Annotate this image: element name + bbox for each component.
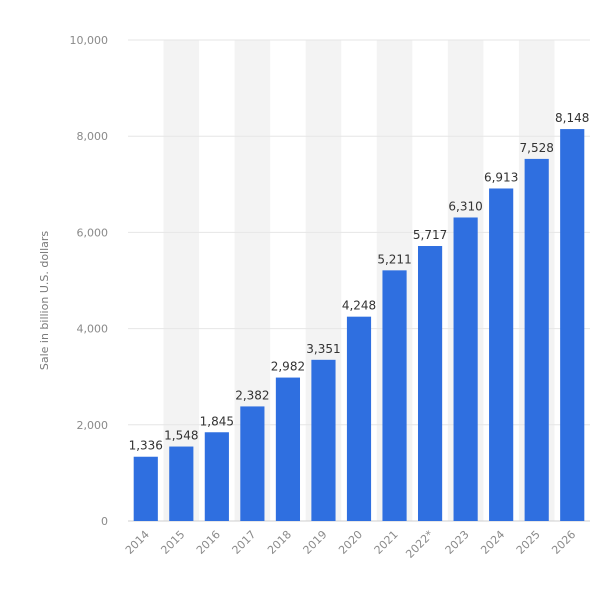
bar [275,377,301,521]
y-axis-ticks: 0 2,000 4,000 6,000 8,000 10,000 [70,34,109,528]
x-tick-label: 2023 [443,528,472,557]
bar [133,456,158,521]
y-tick-label: 10,000 [70,34,109,47]
data-label: 1,845 [200,414,234,428]
x-tick-label: 2025 [514,528,543,557]
bars [133,129,585,522]
data-label: 7,528 [520,141,554,155]
data-label: 1,548 [164,429,198,443]
y-tick-label: 4,000 [77,323,109,336]
bar [489,188,514,522]
x-tick-label: 2017 [230,528,259,557]
x-tick-label: 2026 [549,528,578,557]
data-label: 5,211 [377,252,411,266]
column-band [163,40,200,521]
data-label: 2,382 [235,388,269,402]
data-label: 5,717 [413,228,447,242]
x-tick-label: 2020 [336,528,365,557]
data-label: 3,351 [306,342,340,356]
data-label: 8,148 [555,111,589,125]
y-tick-label: 2,000 [77,419,109,432]
bar [346,316,372,521]
y-tick-label: 6,000 [77,226,109,239]
y-axis-label: Sale in billion U.S. dollars [38,231,51,371]
x-tick-label: 2014 [123,528,152,557]
bar [560,129,585,521]
x-tick-label: 2021 [372,528,401,557]
bar [204,432,229,521]
y-tick-label: 8,000 [77,130,109,143]
x-tick-label: 2015 [158,528,187,557]
x-axis-ticks: 2014 2015 2016 2017 2018 2019 2020 2021 2022* 202… [123,528,578,561]
bar [453,217,478,521]
bar [417,246,443,521]
bar [240,406,265,521]
data-label: 6,310 [448,199,482,213]
x-tick-label: 2024 [478,528,507,557]
data-label: 1,336 [129,439,163,453]
y-tick-label: 0 [101,515,108,528]
x-tick-label: 2022* [403,528,436,561]
bar [311,359,336,521]
bar [169,446,194,521]
data-label: 2,982 [271,360,305,374]
bar [382,270,407,521]
data-label: 6,913 [484,170,518,184]
bar [524,158,549,521]
x-tick-label: 2018 [265,528,294,557]
data-label: 4,248 [342,299,376,313]
x-tick-label: 2016 [194,528,223,557]
x-tick-label: 2019 [301,528,330,557]
